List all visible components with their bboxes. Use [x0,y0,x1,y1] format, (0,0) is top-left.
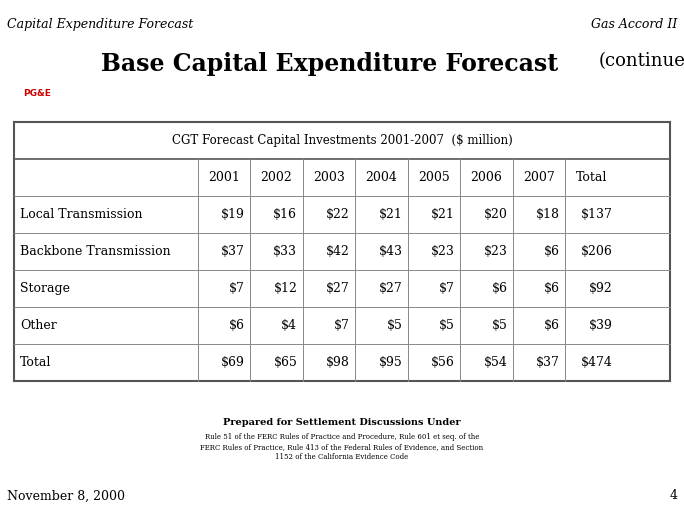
Text: $22: $22 [326,208,350,221]
Text: $7: $7 [439,282,455,295]
Text: $42: $42 [326,244,350,258]
Text: $206: $206 [581,244,613,258]
Text: $21: $21 [378,208,402,221]
Text: $54: $54 [484,356,508,369]
Text: Other: Other [21,319,57,332]
Text: $18: $18 [536,208,560,221]
Text: $6: $6 [544,244,560,258]
Text: $7: $7 [229,282,245,295]
Text: $43: $43 [378,244,402,258]
Text: (continued): (continued) [598,52,684,70]
Text: Prepared for Settlement Discussions Under: Prepared for Settlement Discussions Unde… [223,419,461,427]
Text: $12: $12 [274,282,298,295]
Text: $56: $56 [431,356,455,369]
Text: $69: $69 [221,356,245,369]
Text: Rule 51 of the FERC Rules of Practice and Procedure, Rule 601 et seq. of the
FER: Rule 51 of the FERC Rules of Practice an… [200,433,484,462]
Text: $6: $6 [544,282,560,295]
Polygon shape [16,45,58,90]
Text: Local Transmission: Local Transmission [21,208,143,221]
Text: 4: 4 [669,490,677,502]
Text: 2002: 2002 [261,171,292,184]
Text: Base Capital Expenditure Forecast: Base Capital Expenditure Forecast [101,52,558,76]
Text: $474: $474 [581,356,613,369]
Text: $7: $7 [334,319,350,332]
Text: $6: $6 [229,319,245,332]
Text: $27: $27 [379,282,402,295]
Text: $65: $65 [274,356,298,369]
Text: 2003: 2003 [313,171,345,184]
Text: $6: $6 [492,282,508,295]
Text: $4: $4 [281,319,298,332]
Text: $5: $5 [492,319,508,332]
Text: $98: $98 [326,356,350,369]
Text: November 8, 2000: November 8, 2000 [7,490,125,502]
Text: Capital Expenditure Forecast: Capital Expenditure Forecast [7,18,193,31]
Text: $5: $5 [386,319,402,332]
Text: Total: Total [576,171,607,184]
Text: Storage: Storage [21,282,70,295]
Text: Total: Total [21,356,51,369]
Text: $23: $23 [484,244,508,258]
Text: $92: $92 [589,282,613,295]
Text: 2007: 2007 [523,171,555,184]
Text: 2005: 2005 [418,171,450,184]
Text: $37: $37 [536,356,560,369]
Text: $5: $5 [439,319,455,332]
Text: $37: $37 [221,244,245,258]
Text: $19: $19 [221,208,245,221]
Text: $27: $27 [326,282,350,295]
Text: PG&E: PG&E [23,89,51,97]
Text: $33: $33 [274,244,298,258]
Text: Backbone Transmission: Backbone Transmission [21,244,171,258]
Text: 2006: 2006 [471,171,503,184]
Text: $23: $23 [431,244,455,258]
Text: $95: $95 [379,356,402,369]
Text: 2001: 2001 [208,171,240,184]
Text: 2004: 2004 [365,171,397,184]
Text: CGT Forecast Capital Investments 2001-2007  ($ million): CGT Forecast Capital Investments 2001-20… [172,134,512,147]
Text: $137: $137 [581,208,613,221]
Text: $39: $39 [589,319,613,332]
Text: $20: $20 [484,208,508,221]
Text: Gas Accord II: Gas Accord II [591,18,677,31]
Text: $16: $16 [274,208,298,221]
Text: $21: $21 [431,208,455,221]
Text: $6: $6 [544,319,560,332]
